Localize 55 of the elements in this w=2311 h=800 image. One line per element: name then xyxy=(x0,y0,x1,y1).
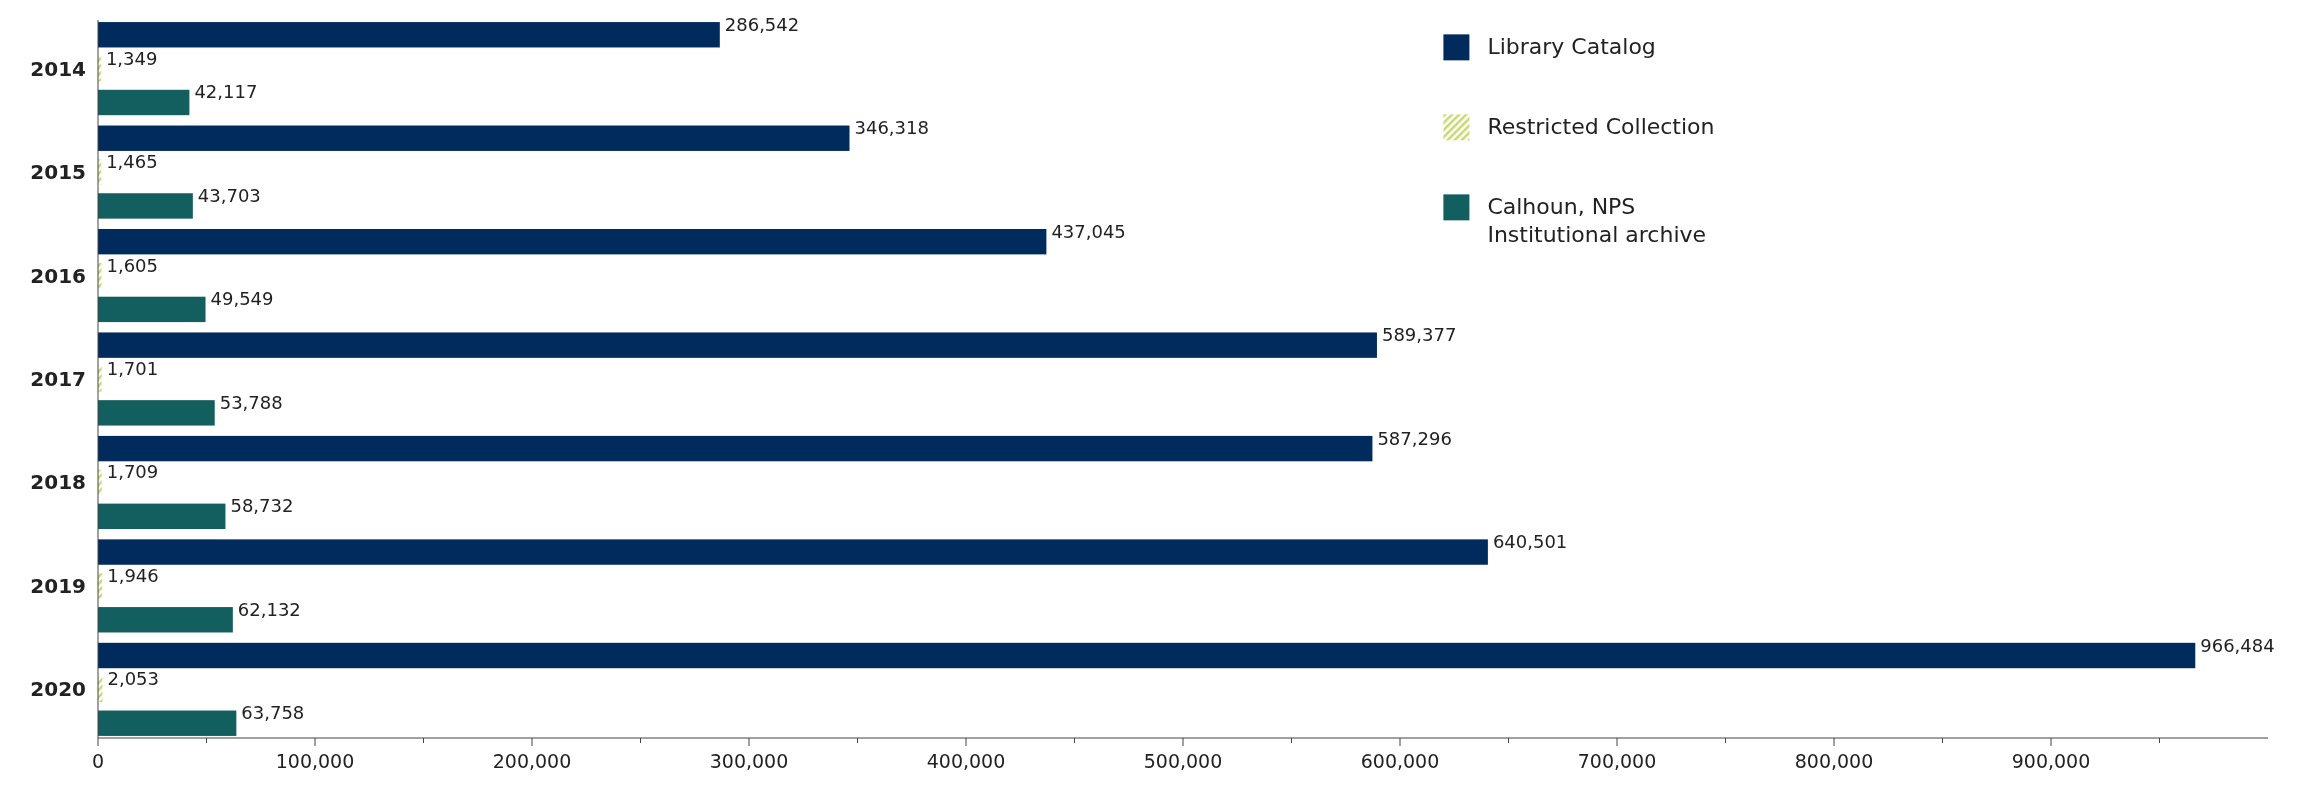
data-label: 49,549 xyxy=(210,288,274,310)
data-label: 63,758 xyxy=(241,702,305,724)
data-label: 346,318 xyxy=(854,117,929,139)
bar xyxy=(98,642,2196,669)
data-label: 1,465 xyxy=(106,151,158,173)
x-tick-label: 600,000 xyxy=(1360,750,1440,772)
bar xyxy=(98,710,237,736)
data-label: 1,701 xyxy=(106,358,159,379)
data-label: 589,377 xyxy=(1381,324,1457,346)
data-label: 640,501 xyxy=(1492,531,1568,553)
y-tick-label: 2016 xyxy=(30,263,86,288)
bar xyxy=(98,296,206,323)
x-tick-label: 100,000 xyxy=(275,750,355,772)
bar xyxy=(98,400,215,426)
data-label: 1,946 xyxy=(107,564,159,586)
data-label: 1,349 xyxy=(105,47,158,69)
x-tick-label: 900,000 xyxy=(2011,750,2091,772)
data-label: 42,117 xyxy=(194,81,258,103)
legend-label: Library Catalog xyxy=(1487,34,1656,60)
y-tick-label: 2015 xyxy=(30,160,86,185)
bar xyxy=(98,125,850,151)
y-tick-label: 2014 xyxy=(30,56,86,81)
bar xyxy=(98,607,233,633)
x-tick-label: 500,000 xyxy=(1143,750,1223,772)
y-tick-label: 2018 xyxy=(30,470,86,495)
data-label: 966,484 xyxy=(2200,634,2275,656)
data-label: 1,605 xyxy=(106,254,159,276)
legend-label: Calhoun, NPS Institutional archive xyxy=(1487,194,1707,248)
data-label: 1,709 xyxy=(106,461,159,483)
x-tick-label: 400,000 xyxy=(926,750,1006,772)
x-tick-label: 200,000 xyxy=(492,750,572,772)
data-label: 2,053 xyxy=(107,668,159,690)
bar xyxy=(98,22,720,48)
data-label: 43,703 xyxy=(197,184,261,206)
bar xyxy=(98,89,190,116)
data-label: 62,132 xyxy=(237,598,301,620)
data-label: 53,788 xyxy=(219,391,283,413)
data-label: 437,045 xyxy=(1051,220,1126,242)
bar xyxy=(98,503,226,530)
y-tick-label: 2017 xyxy=(30,367,86,391)
bar xyxy=(98,228,1047,255)
x-tick-label: 300,000 xyxy=(709,750,789,772)
bar xyxy=(98,435,1373,462)
data-label: 286,542 xyxy=(724,13,800,35)
data-label: 587,296 xyxy=(1377,427,1452,449)
y-tick-label: 2020 xyxy=(30,677,86,702)
y-tick-label: 2019 xyxy=(30,573,86,598)
data-label: 58,732 xyxy=(230,495,294,517)
x-tick-label: 0 xyxy=(91,750,105,772)
x-tick-label: 700,000 xyxy=(1577,750,1657,772)
bar xyxy=(98,332,1377,358)
bar xyxy=(98,539,1488,565)
x-tick-label: 800,000 xyxy=(1794,750,1874,772)
bar xyxy=(98,193,193,219)
legend-label: Restricted Collection xyxy=(1487,114,1715,140)
